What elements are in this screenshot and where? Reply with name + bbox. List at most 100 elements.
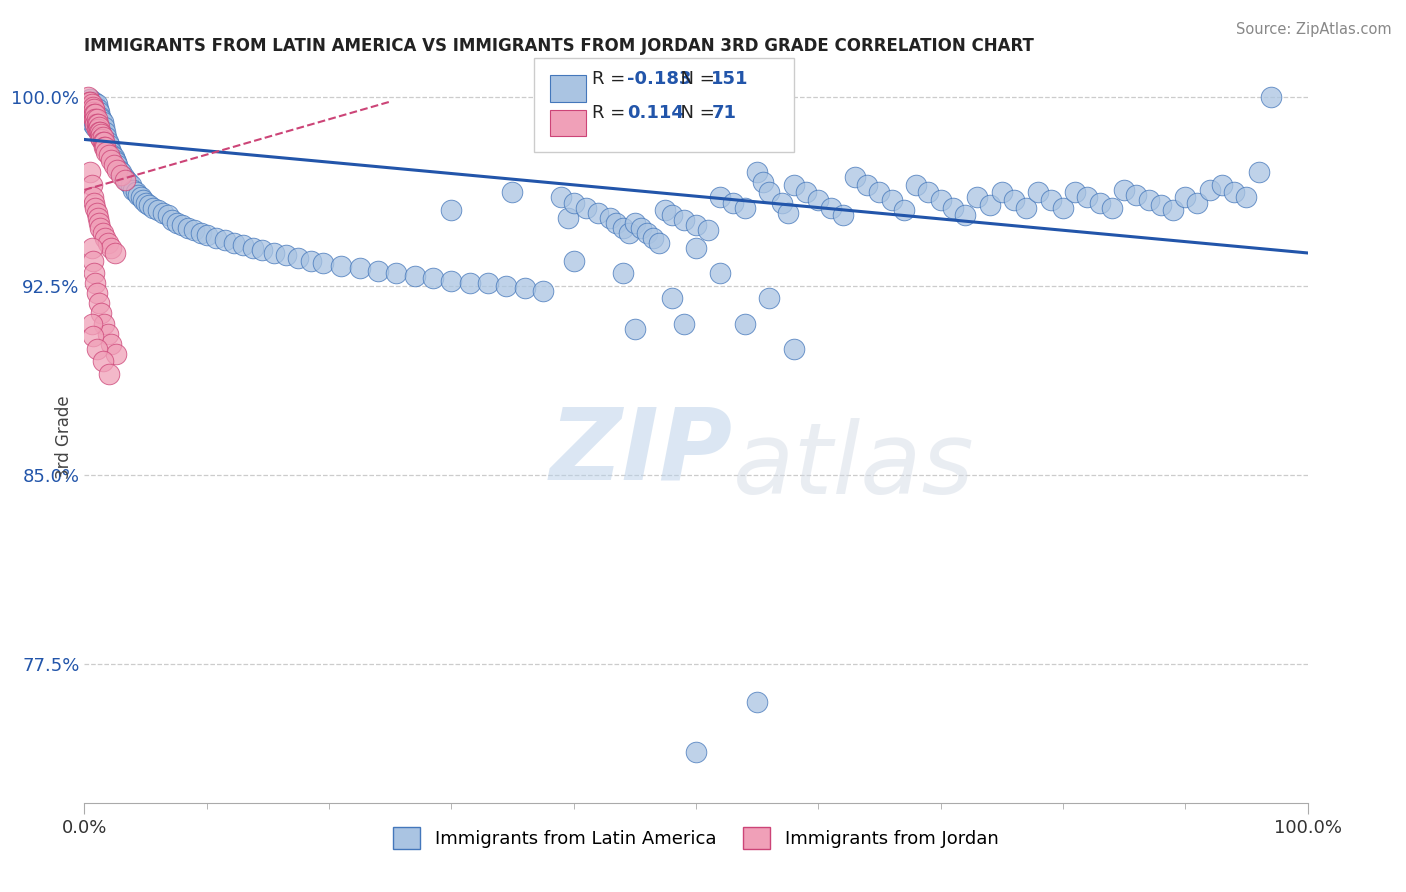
Point [1076,190,1098,204]
Text: IMMIGRANTS FROM LATIN AMERICA VS IMMIGRANTS FROM JORDAN 3RD GRADE CORRELATION CH: IMMIGRANTS FROM LATIN AMERICA VS IMMIGRA… [84,37,1035,54]
Point [105,162,128,177]
Point [183,223,205,237]
Point [77,89,100,103]
Point [856,178,879,192]
Point [422,271,444,285]
Point [84,110,107,124]
Point [84,117,107,131]
Point [83,112,105,127]
Point [86,112,108,127]
Point [80,317,103,331]
Point [367,263,389,277]
Point [661,291,683,305]
Point [82,104,104,119]
Point [205,231,228,245]
Point [132,193,155,207]
Point [1064,186,1087,200]
Text: 151: 151 [711,70,749,87]
Point [794,186,817,200]
Point [214,233,236,247]
Point [105,347,128,361]
Point [250,244,273,258]
Point [84,120,107,134]
Point [747,165,769,179]
Point [1002,193,1025,207]
Text: ZIP: ZIP [550,403,733,500]
Point [86,286,108,301]
Point [93,130,115,145]
Point [87,104,110,119]
Point [79,104,101,119]
Point [477,277,499,291]
Point [893,203,915,218]
Point [87,102,110,116]
Point [104,246,127,260]
Point [966,190,988,204]
Point [79,100,101,114]
Point [83,115,105,129]
Point [84,107,107,121]
Point [1247,165,1270,179]
Point [758,186,780,200]
Point [1028,186,1050,200]
Point [129,190,152,204]
Point [86,107,108,121]
Point [86,97,108,112]
Point [562,195,585,210]
Point [550,190,572,204]
Point [122,183,145,197]
Point [1236,190,1258,204]
Point [87,117,110,131]
Text: atlas: atlas [733,417,974,515]
Point [440,203,463,218]
Point [869,186,891,200]
Point [114,173,136,187]
Point [820,201,842,215]
Point [77,100,100,114]
Point [112,170,135,185]
Point [146,203,169,218]
Point [94,231,117,245]
Text: N =: N = [669,104,721,122]
Point [82,253,104,268]
Point [1125,188,1147,202]
Point [630,220,652,235]
Point [1015,201,1038,215]
Text: 71: 71 [711,104,737,122]
Point [752,175,775,189]
Point [1137,193,1160,207]
Point [142,201,165,215]
Point [942,201,965,215]
Point [929,193,952,207]
Point [734,317,756,331]
Point [138,198,160,212]
Point [100,336,122,351]
Point [263,246,285,260]
Point [979,198,1001,212]
Point [89,220,111,235]
Point [87,216,110,230]
Point [110,168,132,182]
Point [91,135,114,149]
Point [93,317,115,331]
Point [776,205,799,219]
Point [135,195,157,210]
Point [672,317,695,331]
Point [1174,190,1197,204]
Point [83,195,105,210]
Point [190,226,212,240]
Point [100,145,122,159]
Point [299,253,322,268]
Point [90,112,112,127]
Point [831,208,853,222]
Point [79,165,101,179]
Point [734,201,756,215]
Point [502,186,524,200]
Point [1260,89,1282,103]
Point [617,226,640,240]
Point [953,208,976,222]
Point [1114,183,1136,197]
Point [83,107,105,121]
Point [97,367,120,381]
Point [80,178,103,192]
